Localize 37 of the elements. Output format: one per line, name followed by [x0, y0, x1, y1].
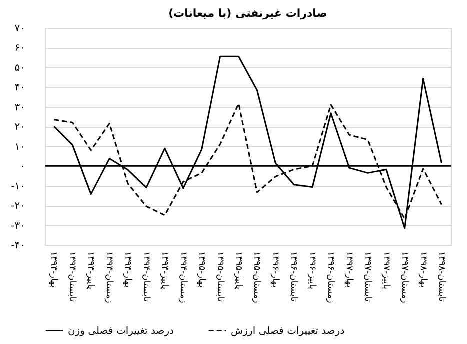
- x-tick-label: پاییز-۱۳۹۷: [380, 252, 391, 290]
- y-tick-label: -۲۰: [11, 201, 26, 212]
- y-tick-label: ۰: [20, 162, 26, 173]
- y-tick-label: ۲۰: [14, 122, 26, 134]
- x-tick-label: پاییز-۱۳۹۳: [86, 252, 96, 290]
- x-tick-label: زمستان-۱۳۹۳: [104, 252, 114, 304]
- x-tick-label: تابستان-۱۳۹۷: [362, 252, 372, 302]
- x-tick-label: پاییز-۱۳۹۴: [159, 252, 170, 290]
- x-tick-label: بهار-۱۳۹۵: [196, 252, 206, 288]
- y-tick-label: -۱۰: [11, 181, 26, 192]
- x-tick-label: پاییز-۱۳۹۶: [307, 252, 318, 290]
- y-tick-label: -۳۰: [11, 220, 26, 232]
- x-tick-label: بهار-۱۳۹۴: [122, 252, 133, 288]
- x-tick-label: تابستان-۱۳۹۸: [436, 252, 446, 302]
- chart-title: صادرات غیرنفتی (با میعانات): [168, 7, 328, 20]
- x-tick-label: تابستان-۱۳۹۴: [141, 252, 151, 302]
- x-tick-label: بهار-۱۳۹۷: [344, 252, 354, 288]
- y-tick-label: ۱۰: [14, 142, 26, 153]
- y-tick-label: ۵۰: [14, 62, 26, 74]
- x-tick-label: زمستان-۱۳۹۶: [326, 252, 336, 304]
- x-tick-label: تابستان-۱۳۹۵: [214, 252, 225, 302]
- y-tick-label: -۴۰: [11, 240, 26, 252]
- x-tick-label: زمستان-۱۳۹۴: [178, 252, 188, 304]
- x-tick-label: پاییز-۱۳۹۵: [233, 252, 244, 290]
- legend-label: درصد تغییرات فصلی وزن: [68, 326, 174, 337]
- y-tick-label: ۴۰: [14, 82, 26, 94]
- y-tick-label: ۳۰: [14, 102, 26, 114]
- y-tick-label: ۶۰: [14, 43, 26, 54]
- legend-label: درصد تغییرات فصلی ارزش: [231, 326, 345, 337]
- x-tick-label: بهار-۱۳۹۸: [418, 252, 428, 288]
- x-tick-label: بهار-۱۳۹۳: [48, 252, 59, 288]
- x-tick-label: زمستان-۱۳۹۷: [399, 252, 410, 304]
- x-tick-label: بهار-۱۳۹۶: [270, 252, 280, 288]
- x-tick-label: تابستان-۱۳۹۳: [67, 252, 78, 302]
- x-tick-label: زمستان-۱۳۹۵: [252, 252, 262, 304]
- y-tick-label: ۷۰: [14, 24, 26, 34]
- x-tick-label: تابستان-۱۳۹۶: [288, 252, 299, 302]
